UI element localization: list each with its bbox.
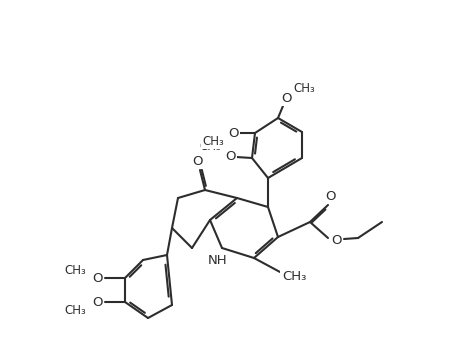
- Text: O: O: [225, 150, 235, 162]
- Text: CH₃: CH₃: [64, 263, 86, 277]
- Text: CH₃: CH₃: [199, 140, 221, 152]
- Text: O: O: [228, 126, 238, 140]
- Text: O: O: [192, 155, 202, 167]
- Text: O: O: [92, 272, 102, 285]
- Text: O: O: [326, 190, 336, 202]
- Text: CH₃: CH₃: [282, 271, 306, 283]
- Text: O: O: [92, 296, 102, 308]
- Text: CH₃: CH₃: [202, 135, 224, 147]
- Text: CH₃: CH₃: [293, 81, 315, 95]
- Text: O: O: [281, 91, 291, 105]
- Text: NH: NH: [208, 253, 228, 266]
- Text: CH₃: CH₃: [64, 303, 86, 317]
- Text: O: O: [331, 233, 341, 246]
